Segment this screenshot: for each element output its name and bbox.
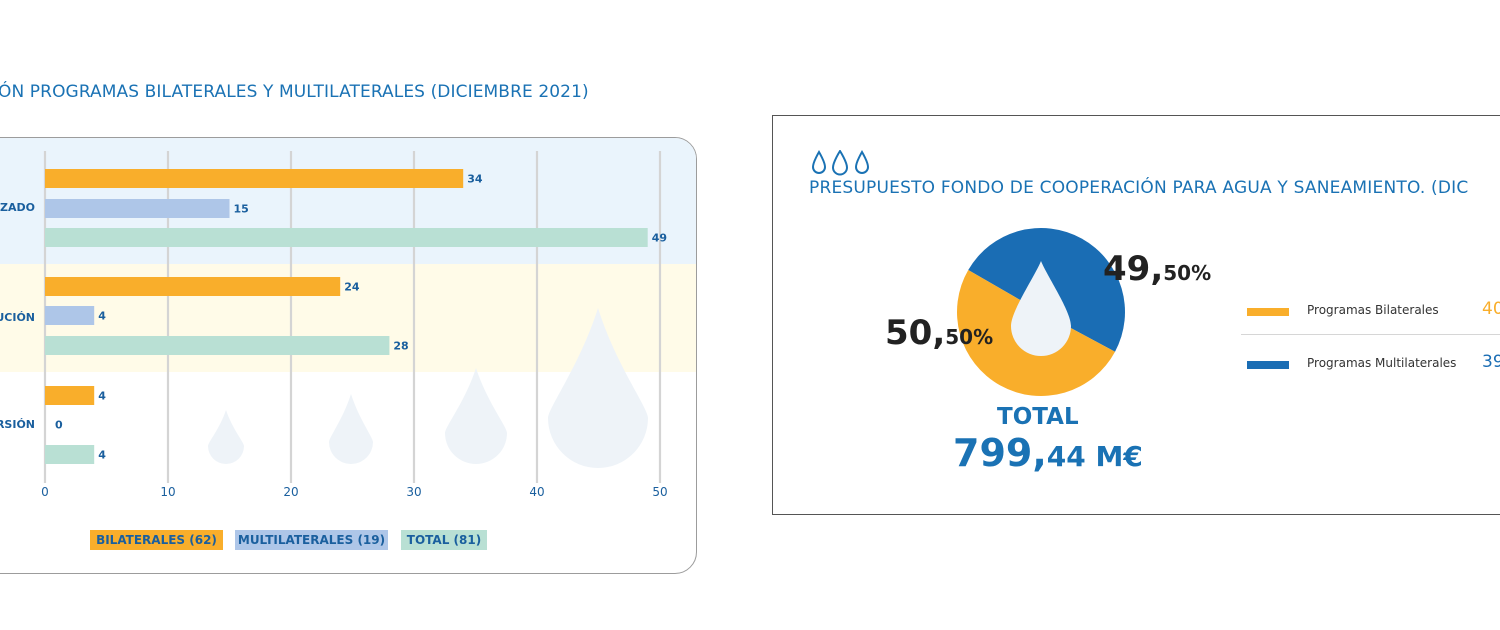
total-value: 799,44 M€	[953, 431, 1143, 475]
legend-row-multilaterales: Programas Multilaterales 39	[1245, 349, 1500, 379]
category-label: RSIÓN	[0, 418, 35, 431]
x-tick-label: 20	[283, 485, 298, 499]
bar-value-label: 4	[98, 310, 106, 323]
legend-label: Programas Multilaterales	[1307, 356, 1457, 370]
bar-value-label: 15	[234, 203, 249, 216]
budget-card: PRESUPUESTO FONDO DE COOPERACIÓN PARA AG…	[772, 115, 1500, 515]
bar-value-label: 0	[55, 419, 63, 432]
legend-divider	[1241, 334, 1500, 335]
bar	[45, 306, 95, 325]
decorative-drop-icon	[548, 308, 648, 468]
legend-value: 39	[1482, 352, 1500, 372]
decorative-drop-icon	[445, 368, 507, 464]
pct-bilateral: 50,50%	[885, 313, 994, 353]
x-tick-label: 40	[529, 485, 544, 499]
bar-chart-card: 01020304050IZADOUCIÓNRSIÓN34154924428404	[0, 137, 697, 574]
bar-value-label: 28	[393, 340, 408, 353]
bar-value-label: 49	[652, 232, 667, 245]
x-tick-label: 50	[652, 485, 667, 499]
legend-row-bilaterales: Programas Bilaterales 40	[1245, 296, 1500, 326]
x-tick-label: 0	[41, 485, 49, 499]
decorative-drop-icon	[208, 410, 244, 464]
bar	[45, 277, 341, 296]
bar-chart: 01020304050IZADOUCIÓNRSIÓN34154924428404	[0, 138, 696, 499]
bar	[45, 228, 648, 247]
pct-multilateral: 49,50%	[1103, 249, 1212, 289]
bar-value-label: 4	[98, 390, 106, 403]
x-tick-label: 10	[160, 485, 175, 499]
bar-value-label: 4	[98, 449, 106, 462]
legend-swatch	[1247, 361, 1289, 369]
total-label: TOTAL	[997, 404, 1079, 430]
budget-title: PRESUPUESTO FONDO DE COOPERACIÓN PARA AG…	[809, 178, 1469, 198]
bar	[45, 199, 230, 218]
legend-multilaterales: MULTILATERALES (19)	[235, 530, 388, 550]
pie-chart	[957, 227, 1125, 396]
bar	[45, 169, 464, 188]
center-drop-icon	[1011, 261, 1071, 356]
legend-swatch	[1247, 308, 1289, 316]
bar	[45, 445, 95, 464]
legend-bilaterales: BILATERALES (62)	[90, 530, 223, 550]
category-label: UCIÓN	[0, 311, 35, 324]
category-label: IZADO	[0, 201, 35, 214]
bar	[45, 386, 95, 405]
bar-chart-title: ÓN PROGRAMAS BILATERALES Y MULTILATERALE…	[0, 82, 589, 102]
water-drops-icon	[811, 150, 870, 176]
legend-label: Programas Bilaterales	[1307, 303, 1439, 317]
legend-value: 40	[1482, 299, 1500, 319]
bar	[45, 336, 390, 355]
bar-value-label: 24	[344, 281, 360, 294]
decorative-drop-icon	[329, 394, 373, 464]
x-tick-label: 30	[406, 485, 421, 499]
bar-value-label: 34	[467, 173, 483, 186]
legend-total: TOTAL (81)	[401, 530, 487, 550]
